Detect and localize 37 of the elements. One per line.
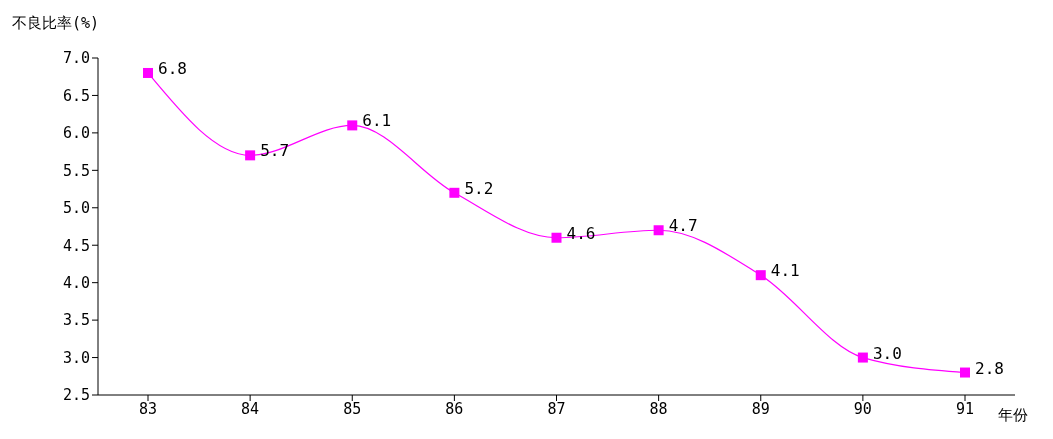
point (143, 67, 153, 78)
y-tick-label: 6.0 (62, 124, 90, 143)
data-label: 2.8 (975, 358, 1004, 378)
y-tick-label: 7.0 (62, 49, 90, 68)
point (347, 120, 358, 131)
y-tick-label: 5.5 (62, 161, 90, 180)
y-tick-label: 6.5 (62, 86, 90, 105)
x-tick-label: 84 (241, 399, 260, 418)
x-tick-label: 91 (955, 399, 975, 418)
x-tick-label: 83 (138, 399, 158, 418)
point (755, 270, 766, 281)
x-tick-label: 86 (445, 399, 464, 418)
x-tick-label: 85 (343, 399, 362, 418)
data-label: 5.2 (464, 178, 494, 198)
point (245, 150, 256, 161)
y-tick-label: 3.5 (62, 311, 90, 330)
point (551, 232, 562, 243)
x-tick-label: 87 (547, 399, 566, 418)
y-tick-label: 5.0 (62, 199, 90, 218)
data-label: 6.8 (158, 58, 187, 78)
point (857, 352, 868, 363)
point (960, 367, 970, 378)
y-axis-title: 不良比率(%) (12, 14, 100, 33)
y-tick-label: 4.0 (62, 273, 90, 292)
x-tick-label: 89 (751, 399, 770, 418)
point (653, 225, 664, 236)
data-label: 6.1 (362, 111, 392, 131)
data-label: 4.7 (668, 216, 698, 236)
y-tick-label: 4.5 (62, 236, 90, 255)
data-label: 4.1 (770, 261, 800, 281)
data-label: 3.0 (872, 343, 902, 363)
point (449, 187, 460, 198)
y-tick-label: 2.5 (62, 386, 90, 405)
x-tick-label: 90 (853, 399, 872, 418)
y-tick-label: 3.0 (62, 348, 90, 367)
x-axis-title: 年份 (998, 406, 1028, 425)
x-tick-label: 88 (649, 399, 668, 418)
